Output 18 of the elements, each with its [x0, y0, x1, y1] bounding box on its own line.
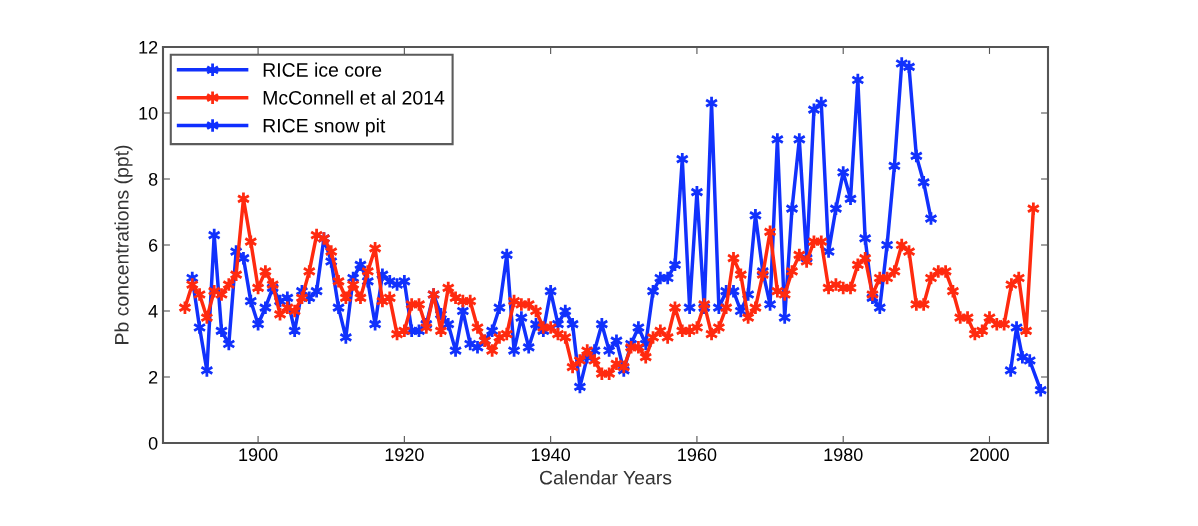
y-tick-label: 4 — [148, 305, 158, 318]
legend-label: McConnell et al 2014 — [263, 90, 445, 105]
y-tick-label: 0 — [148, 436, 158, 450]
y-tick-label: 2 — [149, 370, 158, 384]
y-axis-title: Pb concentrations (ppt) — [114, 145, 133, 344]
x-tick-label: 1920 — [385, 448, 424, 462]
x-axis-title: Calendar Years — [540, 470, 672, 485]
y-tick-label: 8 — [148, 172, 158, 186]
x-tick-label: 1940 — [531, 448, 571, 462]
x-tick-label: 1980 — [824, 448, 863, 462]
y-tick-label: 6 — [149, 238, 158, 252]
legend-label: RICE snow pit — [263, 118, 386, 137]
y-tick-label: 10 — [139, 106, 158, 120]
legend-label: RICE ice core — [263, 62, 382, 77]
x-tick-label: 2000 — [970, 448, 1009, 462]
x-tick-label: 1960 — [678, 448, 717, 462]
x-tick-label: 1900 — [239, 448, 278, 462]
y-tick-label: 12 — [139, 40, 158, 54]
